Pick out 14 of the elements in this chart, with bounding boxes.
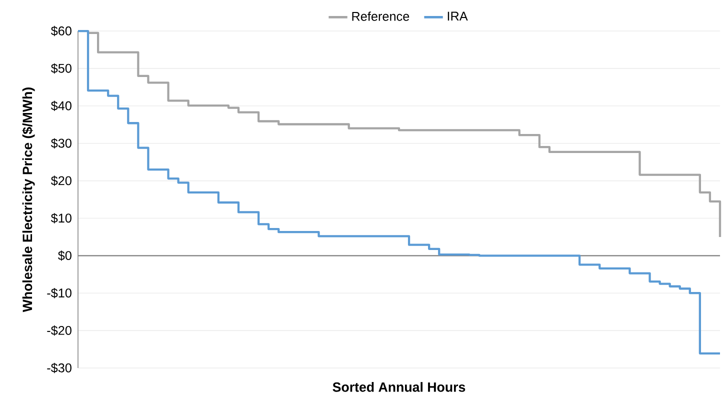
legend-label: IRA [448,12,468,21]
y-tick-label: $10 [50,213,72,224]
legend-label: Reference [352,12,410,21]
y-axis-title: Wholesale Electricity Price ($/MWh) [22,88,35,312]
y-tick-label: $0 [58,250,72,261]
y-tick-label: -$10 [47,288,72,298]
x-axis-title: Sorted Annual Hours [332,382,466,392]
y-tick-label: $60 [50,26,72,36]
y-tick-label: $30 [50,138,72,148]
y-tick-label: $50 [50,63,72,74]
y-tick-label: -$20 [47,325,72,336]
y-tick-label: $40 [50,100,72,112]
y-tick-label: -$30 [47,362,72,374]
y-tick-label: $20 [50,176,72,186]
